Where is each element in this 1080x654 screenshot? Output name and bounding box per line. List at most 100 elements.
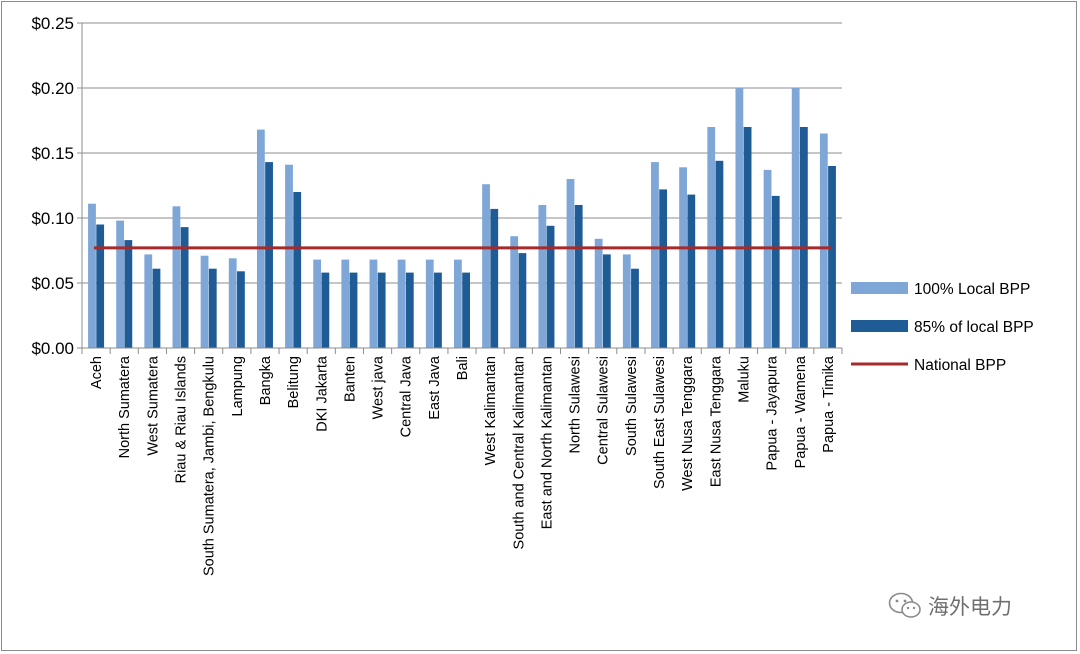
bar-100-local [285,164,293,348]
bar-85-local [405,272,414,348]
x-tick-label: Lampung [230,356,246,416]
bar-100-local [256,129,265,348]
bar-85-local [743,127,752,348]
bar-100-local [679,167,687,348]
bar-100-local [341,259,350,348]
legend-swatch [851,282,908,294]
bar-100-local [651,162,659,348]
bar-100-local [566,179,575,348]
legend-swatch [851,320,908,332]
bar-100-local [622,254,631,348]
bar-100-local [735,88,744,348]
x-tick-label: DKI Jakarta [314,355,330,432]
bar-100-local [482,184,490,348]
gridlines [82,22,842,284]
x-tick-label: South and Central Kalimantan [511,356,527,549]
bar-85-local [574,205,583,348]
bar-100-local [397,259,406,348]
bar-100-local [791,88,800,348]
bar-85-local [659,189,668,348]
bar-85-local [631,268,639,348]
x-tick-label: East Nusa Tenggara [708,355,724,487]
bar-85-local [687,194,696,348]
x-tick-label: Riau & Riau Islands [174,356,190,483]
x-tick-label: West Sumatera [145,355,161,456]
wechat-icon [888,592,921,618]
watermark-text: 海外电力 [928,595,1012,619]
bar-85-local [152,268,161,348]
bar-85-local [293,192,302,348]
x-tick-label: Papua - Jayapura [765,355,781,470]
x-tick-label: East Java [427,355,443,420]
x-tick-label: West Kalimantan [483,356,499,465]
x-tick-label: Belitung [286,356,302,408]
x-tick-label: East and North Kalimantan [539,356,555,529]
bar-85-local [771,195,780,348]
bar-100-local [369,259,378,348]
bar-100-local [819,133,828,348]
bar-100-local [172,206,181,348]
y-tick-label: $0.00 [31,339,74,358]
bar-85-local [124,240,133,348]
bar-85-local [546,225,555,348]
bar-100-local [425,259,434,348]
legend-label: National BPP [914,357,1006,374]
bar-85-local [96,224,105,348]
x-tick-label: North Sumatera [117,355,133,458]
y-tick-label: $0.15 [31,144,74,163]
x-tick-label: North Sulawesi [568,356,584,454]
bar-85-local [518,253,527,348]
y-tick-label: $0.10 [31,209,74,228]
bar-100-local [144,254,153,348]
legend-label: 100% Local BPP [914,281,1030,298]
bar-85-local [602,254,611,348]
x-tick-label: Aceh [89,356,105,389]
bar-100-local [116,220,125,348]
y-tick-label: $0.05 [31,274,74,293]
bar-100-local [200,255,209,348]
bar-100-local [510,236,519,348]
x-tick-label: South Sumatera, Jambi, Bengkulu [202,356,218,576]
bar-100-local [454,259,462,348]
x-tick-label: Papua - Wamena [793,355,809,468]
bar-100-local [707,127,716,348]
x-tick-label: Bali [455,356,471,380]
bar-100-local [313,259,322,348]
x-tick-label: Central Sulawesi [596,356,612,465]
x-tick-label: Bangka [258,355,274,405]
bar-100-local [763,169,772,348]
y-tick-labels: $0.00 $0.05 $0.10 $0.15 $0.20 $0.25 [31,14,74,358]
x-tick-label: Maluku [736,356,752,403]
bar-85-local [799,127,808,348]
bar-85-local [349,272,358,348]
x-tick-label: Central Java [399,355,415,437]
bar-85-local [237,271,245,348]
bar-100-local [594,238,603,348]
bar-85-local [434,272,442,348]
axes [77,22,843,354]
bar-85-local [828,166,836,348]
x-tick-label: West java [371,355,387,419]
x-tick-label: Papua - Timika [821,355,837,453]
x-tick-label: South East Sulawesi [652,356,668,489]
y-tick-label: $0.20 [31,79,74,98]
bar-85-local [208,268,217,348]
y-tick-label: $0.25 [31,14,74,33]
x-tick-label: South Sulawesi [624,356,640,456]
legend-label: 85% of local BPP [914,319,1034,336]
legend: 100% Local BPP 85% of local BPP National B… [851,281,1034,374]
x-tick-label: Banten [342,356,358,402]
bar-85-local [715,160,724,348]
bar-85-local [462,272,470,348]
bar-85-local [321,272,330,348]
watermark: 海外电力 [888,592,1012,620]
x-tick-labels: Aceh North Sumatera West Sumatera Riau & Ri… [89,355,837,576]
bar-100-local [538,205,547,348]
bar-100-local [228,258,237,348]
bar-100-local [88,203,96,348]
bar-85-local [377,272,386,348]
bar-85-local [180,227,189,348]
x-tick-label: West Nusa Tenggara [680,355,696,491]
